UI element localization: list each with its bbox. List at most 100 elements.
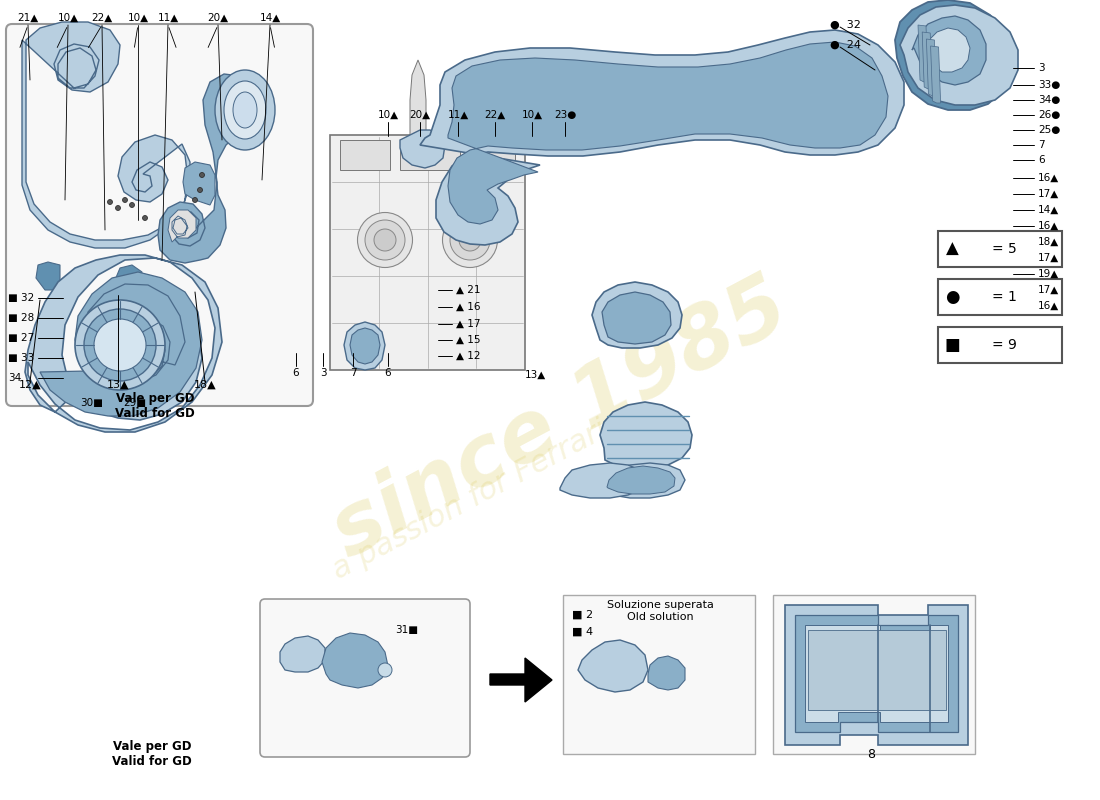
FancyBboxPatch shape	[260, 599, 470, 757]
Text: 29■: 29■	[123, 398, 146, 408]
Polygon shape	[648, 656, 685, 690]
Polygon shape	[602, 292, 671, 344]
Text: 20▲: 20▲	[208, 13, 229, 23]
Text: ■ 2: ■ 2	[572, 610, 593, 620]
Ellipse shape	[442, 213, 497, 267]
Text: 26●: 26●	[1038, 110, 1060, 120]
Polygon shape	[22, 22, 190, 248]
Ellipse shape	[224, 81, 266, 139]
Polygon shape	[924, 28, 970, 72]
Bar	[400, 140, 460, 170]
Polygon shape	[912, 16, 986, 85]
Ellipse shape	[459, 229, 481, 251]
Text: 20▲: 20▲	[409, 110, 430, 120]
Polygon shape	[36, 262, 60, 290]
Ellipse shape	[75, 300, 165, 390]
Text: 7: 7	[350, 368, 356, 378]
Text: 3: 3	[320, 368, 327, 378]
Text: 17▲: 17▲	[1038, 189, 1059, 199]
Text: ■ 28: ■ 28	[8, 313, 34, 323]
Text: 14▲: 14▲	[260, 13, 280, 23]
Ellipse shape	[130, 202, 134, 207]
Text: ■: ■	[944, 336, 960, 354]
Text: 18▲: 18▲	[1038, 237, 1059, 247]
Polygon shape	[560, 463, 645, 498]
Text: 6: 6	[385, 368, 392, 378]
Text: 16▲: 16▲	[1038, 173, 1059, 183]
Polygon shape	[40, 272, 202, 416]
Polygon shape	[785, 605, 968, 745]
Text: 10▲: 10▲	[521, 110, 542, 120]
Text: 12▲: 12▲	[19, 380, 42, 390]
Text: ■ 33: ■ 33	[8, 353, 34, 363]
Bar	[470, 140, 515, 170]
Text: 23●: 23●	[554, 110, 576, 120]
Ellipse shape	[122, 198, 128, 202]
Ellipse shape	[233, 92, 257, 128]
Text: 22▲: 22▲	[91, 13, 112, 23]
Text: 8: 8	[867, 748, 875, 761]
Ellipse shape	[108, 199, 112, 205]
Polygon shape	[410, 60, 426, 135]
Polygon shape	[795, 615, 958, 732]
FancyBboxPatch shape	[563, 595, 755, 754]
Ellipse shape	[214, 70, 275, 150]
Text: 13▲: 13▲	[107, 380, 130, 390]
Polygon shape	[183, 162, 215, 205]
Polygon shape	[25, 255, 222, 432]
Text: ■ 4: ■ 4	[572, 627, 593, 637]
Polygon shape	[330, 135, 525, 370]
FancyBboxPatch shape	[6, 24, 313, 406]
Text: 10▲: 10▲	[377, 110, 398, 120]
Polygon shape	[116, 265, 142, 292]
Bar	[340, 140, 390, 170]
Polygon shape	[448, 42, 888, 224]
Text: a passion for Ferrari: a passion for Ferrari	[328, 415, 613, 585]
Ellipse shape	[143, 215, 147, 221]
Text: 19▲: 19▲	[1038, 269, 1059, 279]
Polygon shape	[280, 636, 324, 672]
Text: 7: 7	[1038, 140, 1045, 150]
Text: ●  32: ● 32	[830, 20, 861, 30]
Text: 11▲: 11▲	[448, 110, 469, 120]
Ellipse shape	[94, 319, 146, 371]
Polygon shape	[400, 130, 446, 168]
Text: ■ 32: ■ 32	[8, 293, 34, 303]
Polygon shape	[918, 25, 928, 82]
Ellipse shape	[84, 309, 156, 381]
Ellipse shape	[450, 220, 490, 260]
Text: 34●: 34●	[1038, 95, 1060, 105]
Polygon shape	[926, 39, 936, 96]
Polygon shape	[900, 5, 1018, 105]
Ellipse shape	[199, 173, 205, 178]
Text: 6: 6	[293, 368, 299, 378]
Polygon shape	[895, 0, 1010, 110]
Polygon shape	[420, 30, 904, 245]
Text: ▲ 12: ▲ 12	[456, 351, 481, 361]
Text: 33●: 33●	[1038, 80, 1060, 90]
Polygon shape	[490, 658, 552, 702]
Text: ▲: ▲	[946, 240, 958, 258]
Polygon shape	[600, 463, 685, 498]
Text: 11▲: 11▲	[157, 13, 178, 23]
Polygon shape	[592, 282, 682, 348]
Text: = 9: = 9	[991, 338, 1016, 352]
Text: ■ 27: ■ 27	[8, 333, 34, 343]
Text: 34: 34	[8, 373, 21, 383]
Text: since 1985: since 1985	[318, 266, 802, 574]
Text: 3: 3	[1038, 63, 1045, 73]
Text: ●: ●	[945, 288, 959, 306]
Text: 6: 6	[1038, 155, 1045, 165]
Text: 30■: 30■	[80, 398, 103, 408]
FancyBboxPatch shape	[938, 279, 1062, 315]
Text: 13▲: 13▲	[525, 370, 546, 380]
Text: ▲ 16: ▲ 16	[456, 302, 481, 312]
Text: Vale per GD
Valid for GD: Vale per GD Valid for GD	[116, 392, 195, 420]
Polygon shape	[600, 402, 692, 468]
Text: ▲ 17: ▲ 17	[456, 319, 481, 329]
Text: 14▲: 14▲	[1038, 205, 1059, 215]
Text: Vale per GD
Valid for GD: Vale per GD Valid for GD	[112, 740, 191, 768]
Text: ●  24: ● 24	[830, 40, 861, 50]
Text: 21▲: 21▲	[18, 13, 38, 23]
Text: 25●: 25●	[1038, 125, 1060, 135]
